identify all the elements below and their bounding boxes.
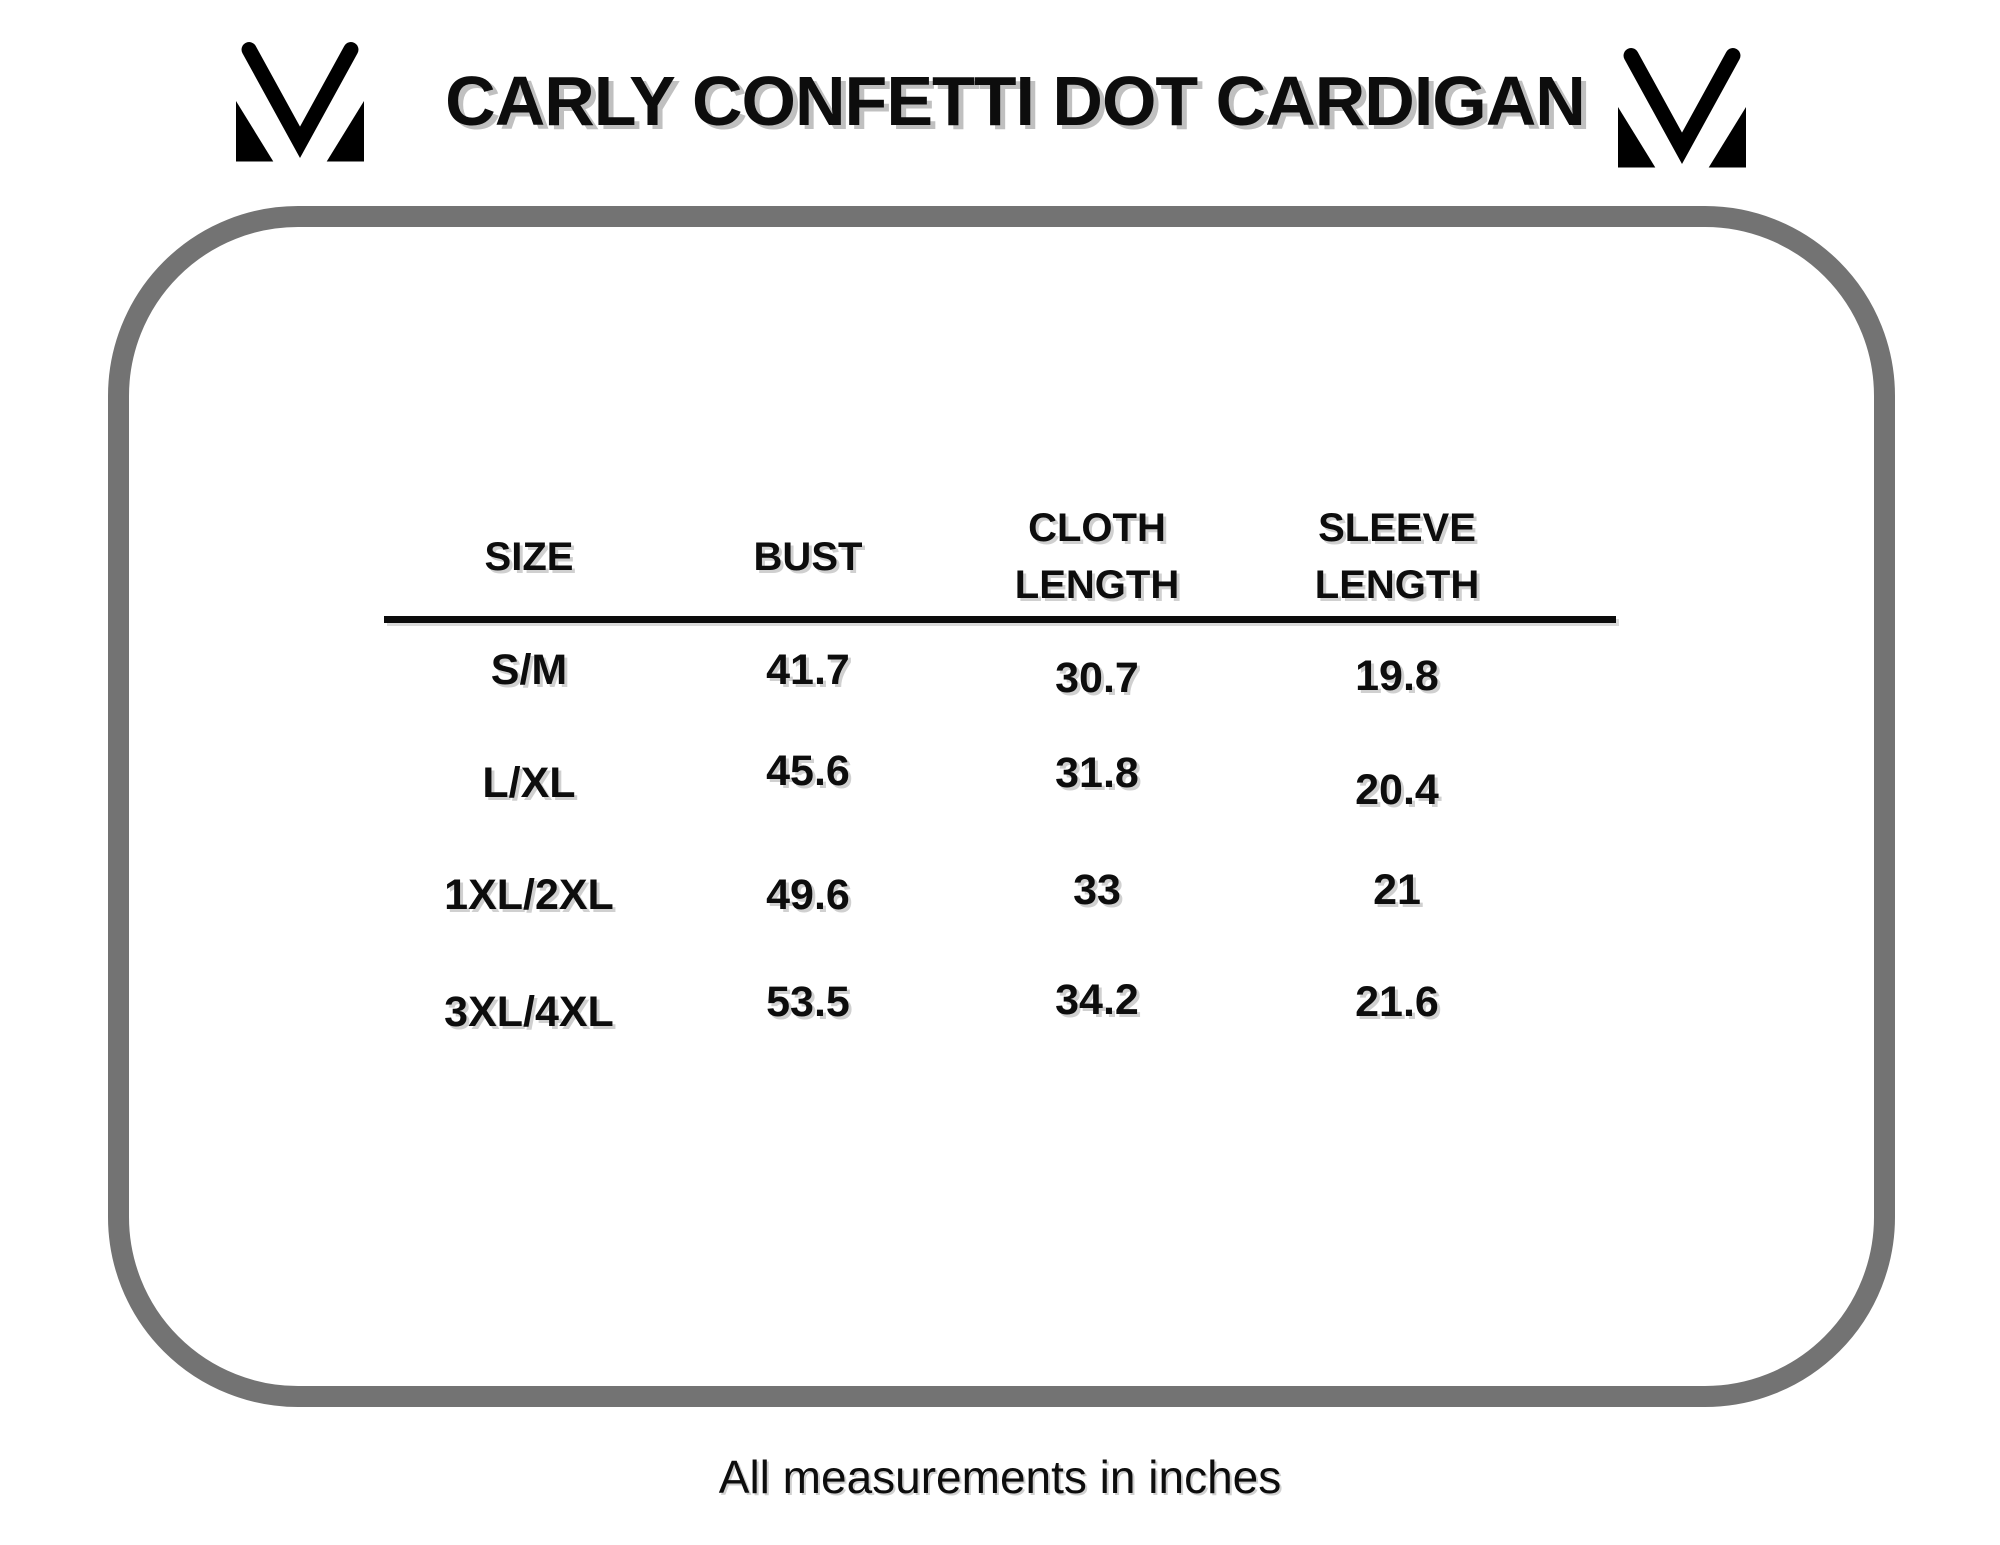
sleeve-length-cell: 20.4 bbox=[1355, 766, 1439, 814]
cloth-length-cell: 33 bbox=[1073, 866, 1121, 914]
table-row: 1XL/2XL 49.6 33 21 bbox=[384, 838, 1616, 953]
table-row: L/XL 45.6 31.8 20.4 bbox=[384, 725, 1616, 838]
cloth-length-cell: 34.2 bbox=[1055, 976, 1139, 1024]
sleeve-length-cell: 19.8 bbox=[1355, 651, 1439, 700]
m-monogram-icon bbox=[1618, 48, 1746, 168]
table-row: 3XL/4XL 53.5 34.2 21.6 bbox=[384, 953, 1616, 1068]
bust-cell: 53.5 bbox=[766, 978, 850, 1026]
column-header-bust: BUST bbox=[753, 534, 863, 579]
sleeve-length-cell: 21 bbox=[1373, 866, 1421, 914]
size-cell: 3XL/4XL bbox=[444, 988, 614, 1036]
sleeve-length-cell: 21.6 bbox=[1355, 978, 1439, 1026]
bust-cell: 41.7 bbox=[766, 645, 850, 694]
bust-cell: 49.6 bbox=[766, 871, 850, 919]
brand-logo-right bbox=[1618, 46, 1746, 168]
table-header-row: SIZE BUST CLOTH LENGTH SLEEVE LENGTH bbox=[384, 498, 1616, 616]
m-monogram-icon bbox=[236, 42, 364, 162]
size-cell: 1XL/2XL bbox=[444, 871, 614, 919]
page-title: CARLY CONFETTI DOT CARDIGAN bbox=[445, 62, 1586, 140]
size-chart-frame bbox=[108, 206, 1895, 1407]
measurements-note: All measurements in inches bbox=[718, 1451, 1282, 1503]
size-cell: L/XL bbox=[482, 759, 576, 807]
brand-logo-left bbox=[236, 40, 364, 162]
column-header-size: SIZE bbox=[484, 534, 574, 579]
column-header-sleeve-length: SLEEVE LENGTH bbox=[1314, 506, 1480, 607]
size-cell: S/M bbox=[490, 645, 568, 694]
column-header-cloth-length: CLOTH LENGTH bbox=[1014, 506, 1180, 607]
header-divider-line bbox=[384, 616, 1616, 623]
cloth-length-cell: 30.7 bbox=[1055, 653, 1139, 702]
cloth-length-cell: 31.8 bbox=[1055, 749, 1139, 797]
size-chart-table: SIZE BUST CLOTH LENGTH SLEEVE LENGTH S/M… bbox=[384, 498, 1616, 1068]
bust-cell: 45.6 bbox=[766, 747, 850, 795]
table-row: S/M 41.7 30.7 19.8 bbox=[384, 623, 1616, 725]
